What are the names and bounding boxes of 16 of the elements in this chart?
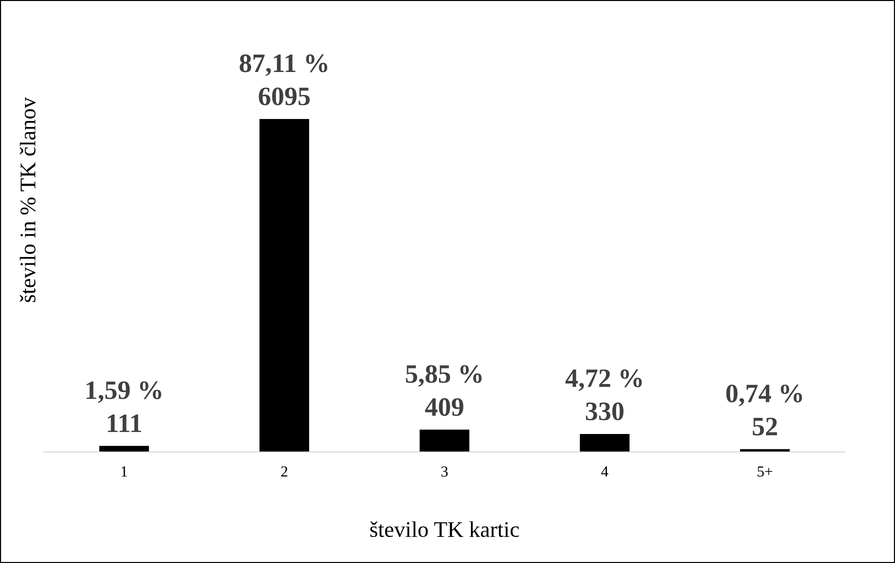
x-tick-label: 5+ — [758, 466, 772, 477]
bar — [259, 119, 310, 452]
data-label: 0,74 % 52 — [726, 384, 802, 436]
x-tick-label: 1 — [122, 466, 128, 476]
x-tick-label: 3 — [441, 466, 448, 477]
data-label: 1,59 % 111 — [86, 381, 162, 432]
data-label: 87,11 % 6095 — [240, 54, 328, 106]
bar — [420, 430, 470, 452]
x-axis-title: število TK kartic — [370, 521, 519, 538]
x-tick-label: 2 — [281, 466, 288, 476]
bar — [99, 446, 149, 452]
data-label: 4,72 % 330 — [565, 369, 642, 420]
y-axis-title: število in % TK članov — [20, 97, 36, 302]
bar — [580, 434, 630, 452]
data-label: 5,85 % 409 — [406, 365, 482, 416]
x-tick-label: 4 — [601, 466, 608, 476]
